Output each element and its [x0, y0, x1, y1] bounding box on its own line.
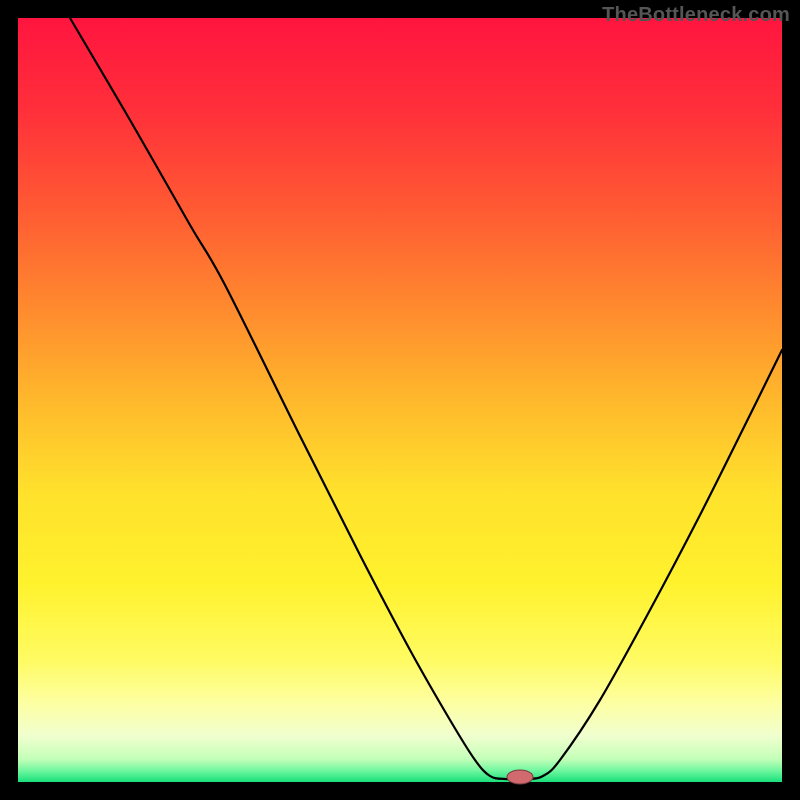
- watermark-text: TheBottleneck.com: [602, 4, 790, 27]
- plot-area: [18, 18, 782, 782]
- chart-container: TheBottleneck.com: [0, 0, 800, 800]
- optimal-point-marker: [507, 770, 533, 784]
- chart-canvas: [0, 0, 800, 800]
